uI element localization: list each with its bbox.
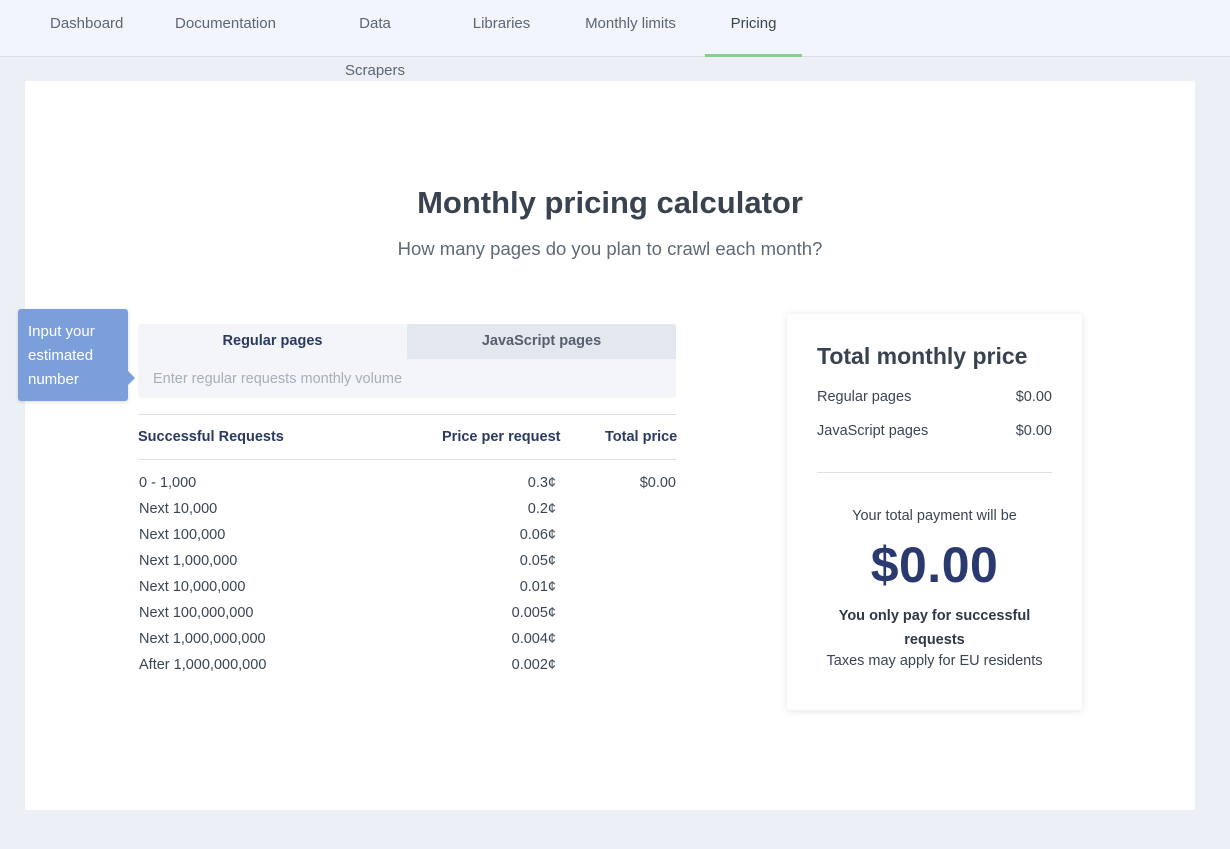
- page-title: Monthly pricing calculator: [417, 185, 803, 220]
- row-price: 0.004¢: [511, 631, 556, 647]
- row-range: Next 10,000: [139, 501, 218, 517]
- table-row: Next 10,000 0.2¢: [138, 501, 676, 527]
- row-range: Next 10,000,000: [139, 579, 246, 595]
- table-row: Next 1,000,000,000 0.004¢: [138, 631, 676, 657]
- table-row: Next 100,000 0.06¢: [138, 527, 676, 553]
- tab-monthly-limits[interactable]: Monthly limits: [585, 15, 676, 32]
- row-range: Next 100,000: [139, 527, 226, 543]
- successful-requests-note: You only pay for successful requests: [838, 608, 1031, 648]
- tab-data-scrapers[interactable]: Data Scrapers: [344, 15, 406, 79]
- page-subtitle: How many pages do you plan to crawl each…: [397, 238, 823, 259]
- row-range: Next 1,000,000: [139, 553, 238, 569]
- row-price: 0.2¢: [527, 501, 556, 517]
- row-total: $0.00: [639, 475, 676, 491]
- tab-javascript-pages[interactable]: JavaScript pages: [407, 324, 676, 359]
- monthly-volume-input[interactable]: [138, 359, 676, 398]
- row-price: 0.002¢: [511, 657, 556, 673]
- table-row: Next 10,000,000 0.01¢: [138, 579, 676, 605]
- row-price: 0.01¢: [519, 579, 556, 595]
- top-nav: Dashboard Documentation Data Scrapers Li…: [0, 0, 1230, 79]
- row-price: 0.05¢: [519, 553, 556, 569]
- table-header-divider: [138, 459, 676, 460]
- table-row: Next 100,000,000 0.005¢: [138, 605, 676, 631]
- regular-pages-label: Regular pages: [817, 389, 912, 405]
- tab-libraries[interactable]: Libraries: [472, 15, 531, 32]
- tab-pricing[interactable]: Pricing: [705, 0, 802, 57]
- row-range: Next 1,000,000,000: [139, 631, 266, 647]
- table-row: After 1,000,000,000 0.002¢: [138, 657, 676, 683]
- panel-title: Total monthly price: [817, 343, 1028, 369]
- header-total-price: Total price: [605, 429, 678, 445]
- tooltip-arrow-icon: [128, 371, 135, 385]
- tax-note: Taxes may apply for EU residents: [826, 653, 1043, 669]
- row-price: 0.005¢: [511, 605, 556, 621]
- row-price: 0.06¢: [519, 527, 556, 543]
- header-price-per-request: Price per request: [442, 429, 561, 445]
- javascript-pages-label: JavaScript pages: [817, 423, 929, 439]
- regular-pages-value: $0.00: [1015, 389, 1052, 405]
- table-row: 0 - 1,000 0.3¢ $0.00: [138, 475, 676, 501]
- panel-divider: [817, 472, 1052, 473]
- table-divider: [138, 414, 676, 415]
- total-price-panel: Total monthly price Regular pages $0.00 …: [787, 314, 1082, 710]
- row-range: Next 100,000,000: [139, 605, 254, 621]
- row-range: After 1,000,000,000: [139, 657, 267, 673]
- table-row: Next 1,000,000 0.05¢: [138, 553, 676, 579]
- input-hint-tooltip: Input your estimated number: [18, 309, 128, 401]
- header-successful-requests: Successful Requests: [138, 429, 284, 445]
- row-price: 0.3¢: [527, 475, 556, 491]
- tab-dashboard[interactable]: Dashboard: [50, 15, 124, 32]
- javascript-pages-value: $0.00: [1015, 423, 1052, 439]
- tab-documentation[interactable]: Documentation: [175, 15, 276, 32]
- payment-amount: $0.00: [870, 537, 999, 593]
- row-range: 0 - 1,000: [139, 475, 197, 491]
- calculator-box: Regular pages JavaScript pages: [138, 324, 676, 398]
- tab-regular-pages[interactable]: Regular pages: [138, 324, 407, 359]
- payment-label: Your total payment will be: [852, 508, 1017, 524]
